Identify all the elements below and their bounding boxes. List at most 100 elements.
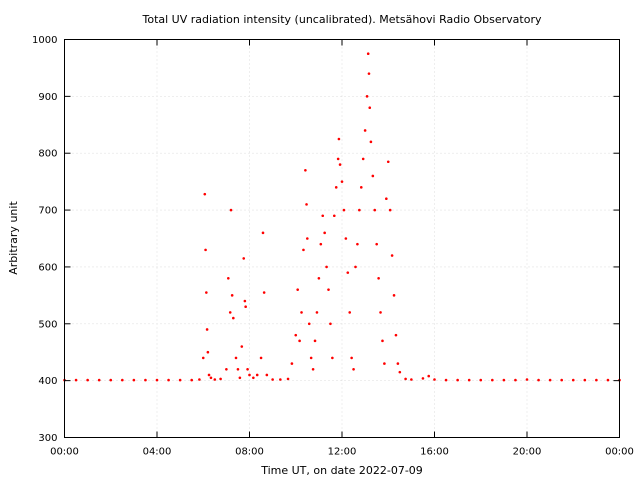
- data-point: [369, 140, 373, 144]
- data-point: [229, 208, 233, 212]
- y-tick-label: 300: [38, 433, 57, 444]
- data-point: [366, 52, 370, 56]
- data-point: [338, 163, 342, 166]
- data-point: [323, 231, 326, 235]
- data-point: [209, 376, 213, 380]
- y-axis-label: Arbitrary unit: [7, 201, 20, 275]
- data-point: [317, 277, 321, 280]
- data-point: [334, 186, 338, 189]
- y-tick-label: 1000: [32, 35, 57, 46]
- data-point: [74, 378, 78, 382]
- data-point: [305, 203, 308, 206]
- y-tick-label: 700: [38, 206, 57, 217]
- data-point: [386, 160, 390, 164]
- data-point: [363, 129, 367, 132]
- data-point: [348, 311, 352, 314]
- data-point: [427, 374, 431, 378]
- data-point: [336, 157, 340, 161]
- data-point: [327, 288, 330, 291]
- data-point: [571, 378, 575, 382]
- data-point: [344, 237, 348, 240]
- data-point: [262, 291, 266, 294]
- data-point: [290, 362, 294, 365]
- data-point: [514, 378, 517, 382]
- x-axis-label: Time UT, on date 2022-07-09: [260, 464, 423, 477]
- data-point: [294, 333, 298, 337]
- data-point: [367, 72, 371, 75]
- data-point: [86, 378, 89, 382]
- x-tick-label: 08:00: [235, 447, 264, 458]
- data-point: [377, 277, 380, 280]
- data-point: [286, 377, 290, 381]
- data-point: [456, 378, 459, 382]
- data-point: [433, 378, 436, 381]
- data-point: [319, 242, 323, 246]
- data-point: [365, 95, 369, 98]
- y-tick-label: 600: [38, 262, 57, 273]
- data-point: [206, 350, 210, 354]
- data-point: [144, 378, 147, 382]
- data-point: [606, 378, 610, 382]
- data-point: [350, 356, 353, 360]
- data-point: [307, 322, 311, 326]
- data-point: [388, 208, 392, 212]
- data-point: [243, 299, 247, 303]
- gridlines: [64, 39, 620, 438]
- data-point: [398, 370, 402, 374]
- data-point: [240, 345, 244, 348]
- data-point: [502, 378, 506, 382]
- data-point: [390, 254, 394, 257]
- x-tick-label: 00:00: [50, 447, 79, 458]
- data-point: [207, 373, 211, 377]
- data-point: [167, 378, 170, 382]
- data-point: [340, 180, 344, 183]
- data-point: [201, 356, 205, 360]
- data-point: [244, 305, 247, 309]
- data-point: [379, 311, 382, 314]
- data-point: [190, 378, 193, 382]
- data-point: [368, 106, 372, 110]
- data-point: [346, 271, 350, 274]
- data-point: [228, 311, 232, 314]
- data-point: [109, 378, 113, 382]
- y-tick-label: 400: [38, 376, 57, 387]
- data-point: [394, 333, 398, 337]
- data-point: [204, 248, 207, 252]
- data-point: [261, 231, 265, 235]
- data-point: [265, 373, 269, 377]
- data-point: [548, 378, 552, 382]
- data-point: [583, 378, 587, 382]
- x-tick-labels: 00:00 04:00 08:00 12:00 16:00 20:00 00:00: [50, 447, 634, 458]
- data-point: [213, 378, 217, 381]
- data-point: [331, 356, 334, 360]
- data-point: [225, 367, 228, 371]
- data-point: [198, 378, 201, 381]
- data-point: [248, 373, 251, 377]
- data-point: [205, 328, 209, 331]
- data-point: [396, 362, 400, 365]
- data-point: [219, 377, 222, 381]
- data-point: [227, 277, 230, 280]
- data-point: [304, 168, 307, 172]
- data-point: [352, 367, 355, 371]
- data-point: [375, 242, 378, 246]
- data-point: [383, 362, 386, 365]
- data-point: [385, 197, 388, 200]
- data-point: [246, 367, 249, 371]
- data-point: [259, 356, 263, 360]
- data-point: [300, 311, 303, 314]
- data-point: [595, 378, 598, 382]
- x-tick-label: 04:00: [143, 447, 172, 458]
- data-point: [342, 208, 346, 212]
- x-tick-label: 16:00: [420, 447, 449, 458]
- data-point: [155, 378, 159, 382]
- data-point: [354, 265, 357, 269]
- data-point: [132, 378, 136, 382]
- data-point: [467, 378, 471, 382]
- data-point: [371, 174, 375, 178]
- data-point: [525, 378, 529, 381]
- data-point: [356, 242, 359, 246]
- data-point: [255, 373, 259, 377]
- x-tick-label: 20:00: [513, 447, 542, 458]
